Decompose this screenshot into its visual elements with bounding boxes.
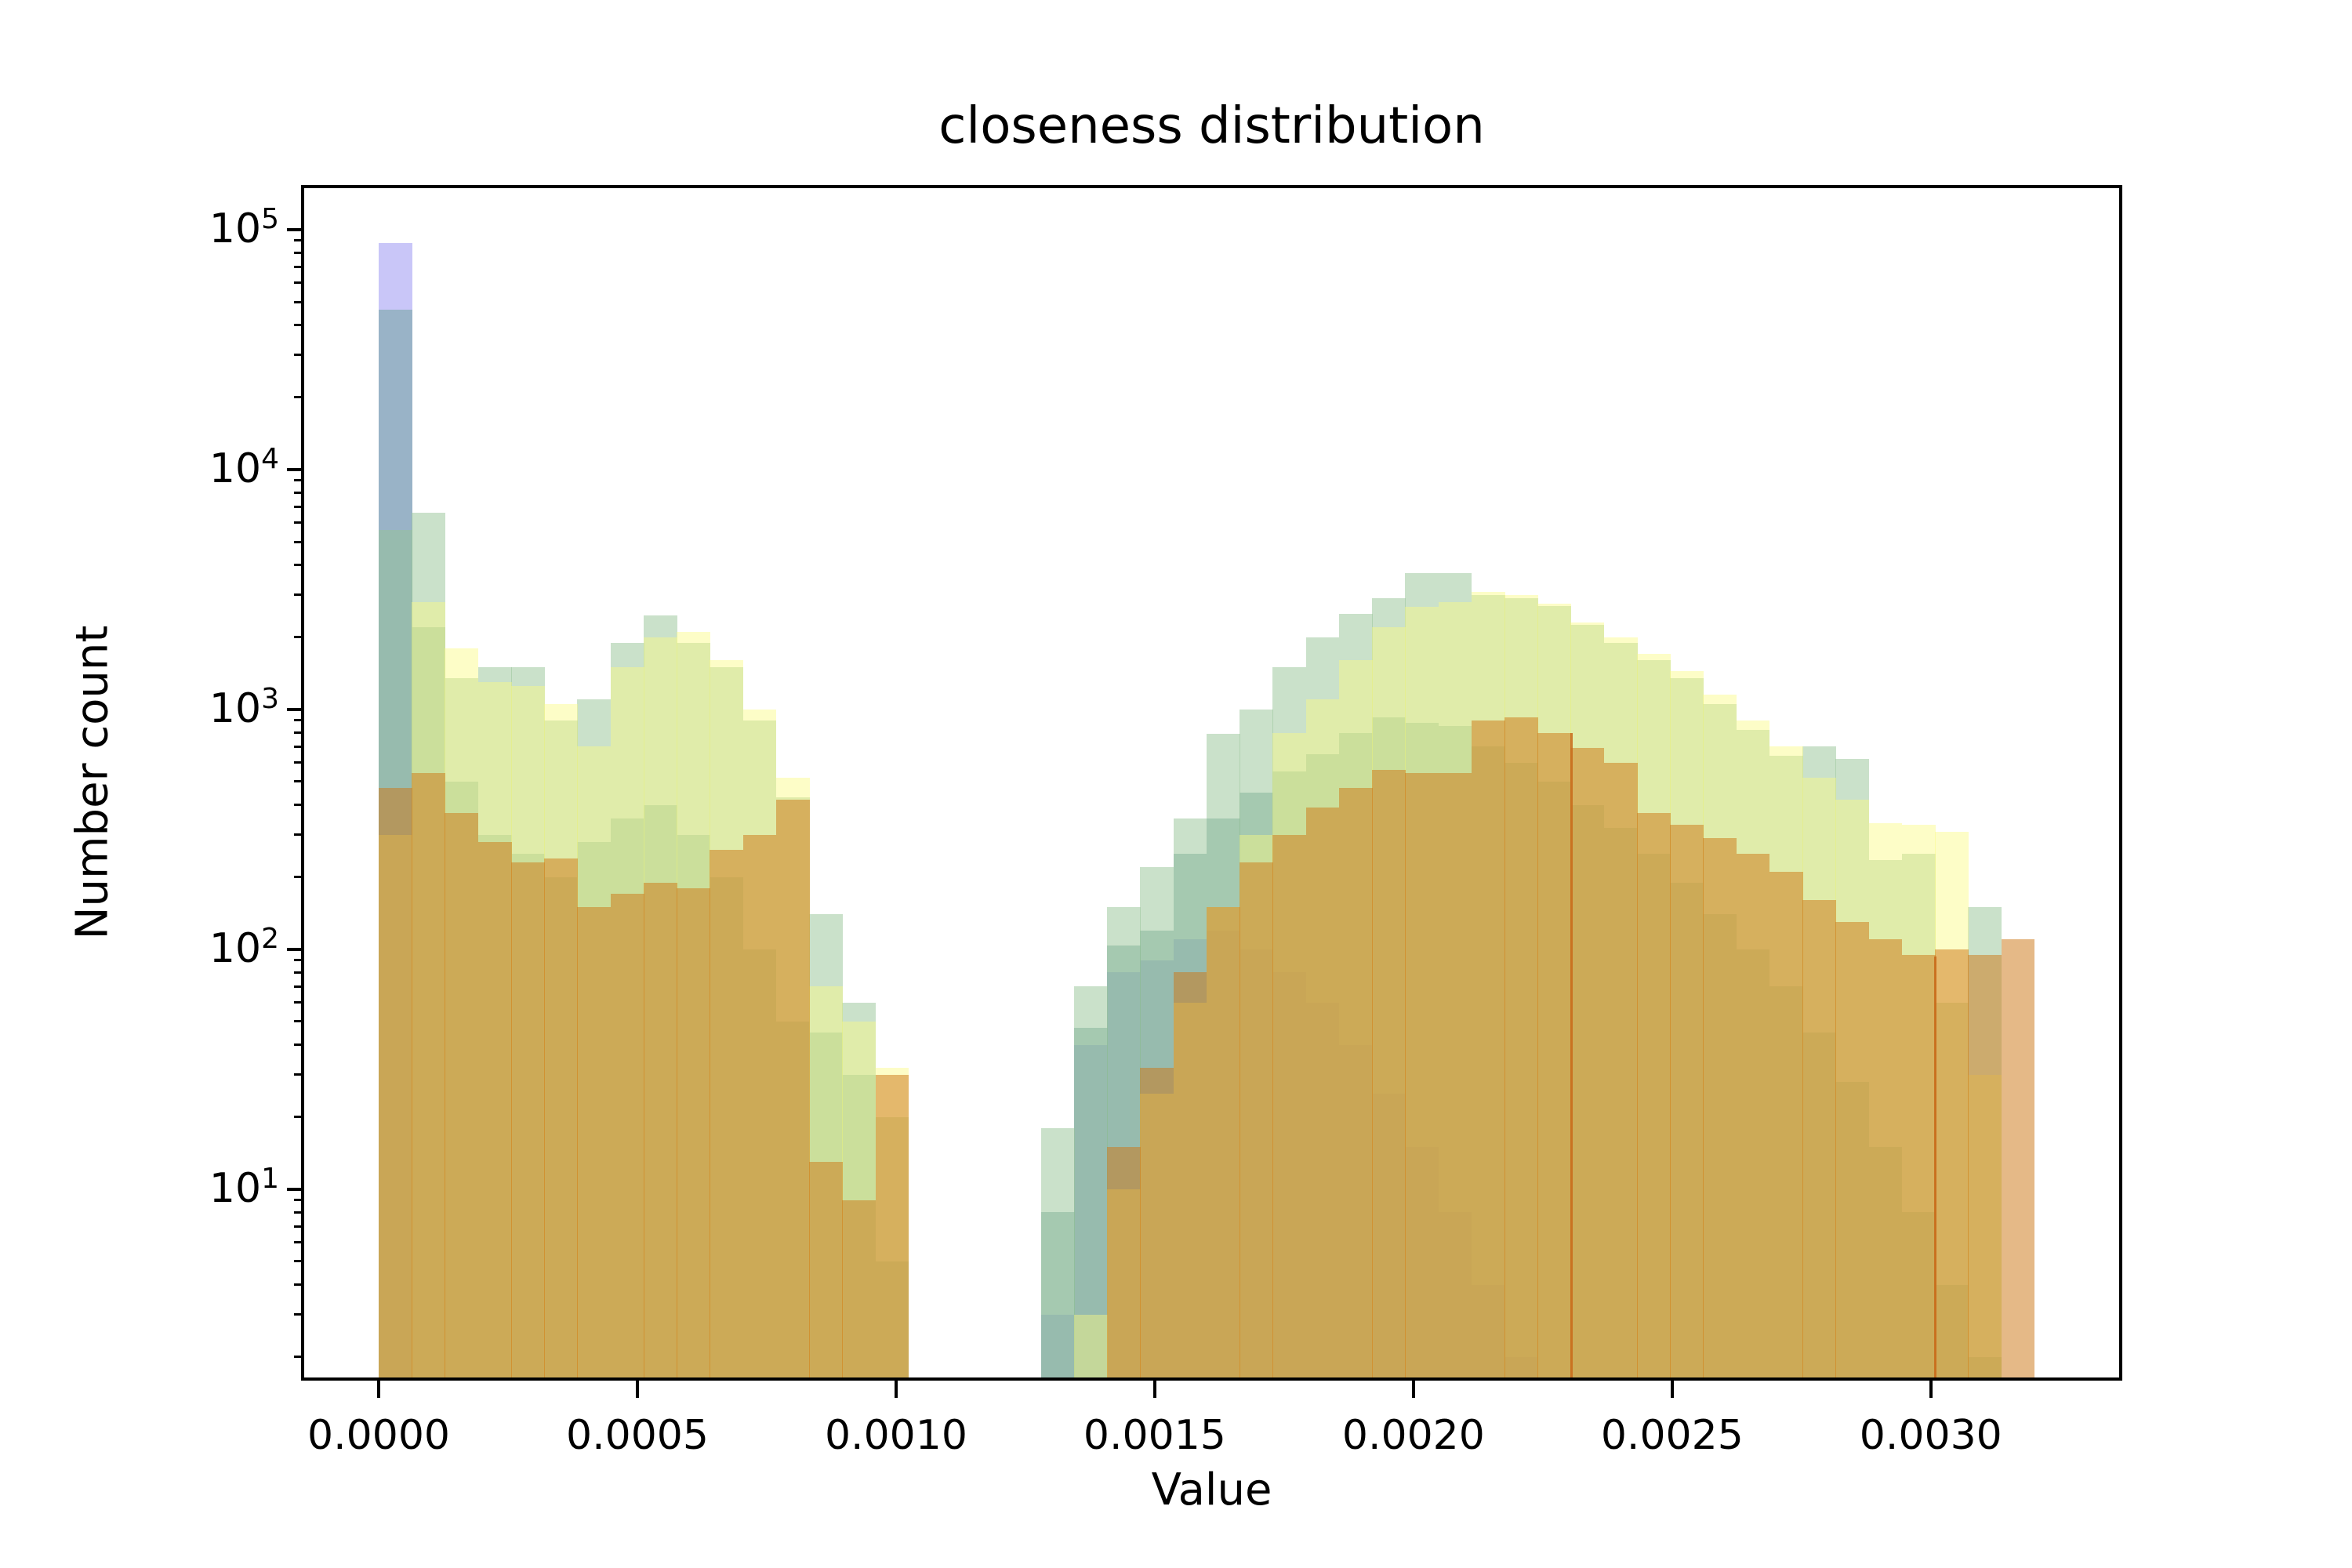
x-axis-label: Value [1151, 1465, 1272, 1515]
hist-bar-series-orange [1338, 788, 1373, 1377]
x-major-tick [1152, 1381, 1156, 1398]
hist-bar-series-orange [1968, 954, 2002, 1377]
hist-bar-series-orange [1703, 838, 1737, 1377]
hist-bar-series-orange [677, 887, 710, 1377]
hist-bar-series-orange [1438, 772, 1472, 1377]
x-tick-label: 0.0005 [566, 1412, 709, 1459]
hist-bar-series-orange [1736, 854, 1770, 1377]
hist-bar-series-orange [1471, 720, 1505, 1377]
hist-bar-series-orange [1173, 972, 1207, 1377]
y-tick-label: 102 [209, 922, 279, 972]
hist-bar-series-orange [1868, 939, 1903, 1377]
hist-bar-series-orange [379, 788, 412, 1377]
hist-bar-series-orange [1272, 834, 1307, 1377]
x-major-tick [1411, 1381, 1415, 1398]
hist-bar-series-orange [1570, 748, 1605, 1377]
y-tick-label: 104 [209, 442, 279, 493]
x-tick-label: 0.0010 [824, 1412, 967, 1459]
y-tick-label: 103 [209, 682, 279, 733]
hist-bar-series-orange [809, 1161, 843, 1377]
hist-bar-series-orange [1901, 954, 1936, 1377]
x-tick-label: 0.0025 [1600, 1412, 1744, 1459]
bar-edge-seam [1570, 732, 1573, 1377]
hist-bar-series-orange [1405, 772, 1439, 1377]
x-tick-label: 0.0015 [1083, 1412, 1226, 1459]
hist-bar-series-orange [412, 772, 446, 1377]
hist-bar-series-orange [1603, 762, 1638, 1377]
hist-bar-series-green [1073, 986, 1108, 1377]
hist-bar-series-orange [1107, 1146, 1142, 1377]
x-tick-label: 0.0000 [307, 1412, 450, 1459]
y-tick-label: 105 [209, 202, 279, 253]
hist-bar-series-orange [643, 882, 677, 1377]
hist-bar-series-orange [1504, 717, 1538, 1377]
hist-bar-series-orange [445, 812, 479, 1377]
y-axis-label: Number count [67, 625, 118, 940]
hist-bar-series-orange [1769, 872, 1803, 1377]
hist-bar-series-yellow [1073, 1314, 1108, 1377]
hist-bar-series-orange [1670, 825, 1704, 1377]
hist-bar-series-orange [742, 834, 777, 1377]
x-major-tick [894, 1381, 898, 1398]
hist-bar-series-orange [875, 1074, 909, 1377]
x-major-tick [1670, 1381, 1674, 1398]
bar-edge-seam [1933, 956, 1936, 1377]
y-tick-label: 101 [209, 1162, 279, 1212]
x-major-tick [1929, 1381, 1933, 1398]
hist-bar-series-orange [775, 800, 810, 1377]
hist-bar-series-orange [510, 862, 545, 1377]
hist-bar-series-orange [610, 894, 644, 1377]
hist-bar-series-orange [1140, 1068, 1174, 1377]
hist-bar-series-green [1040, 1127, 1075, 1377]
hist-bar-series-orange [1206, 906, 1240, 1377]
x-tick-label: 0.0030 [1859, 1412, 2002, 1459]
hist-bar-series-orange [842, 1200, 877, 1377]
x-major-tick [635, 1381, 639, 1398]
hist-bar-series-orange [1305, 807, 1340, 1377]
hist-bar-series-orange [1802, 900, 1836, 1377]
hist-bar-series-orange [2001, 939, 2035, 1377]
hist-bar-series-orange [710, 849, 744, 1377]
hist-bar-series-orange [1935, 949, 1969, 1377]
hist-bar-series-orange [1537, 732, 1572, 1377]
hist-bar-series-orange [577, 906, 612, 1377]
hist-bar-series-orange [1835, 921, 1870, 1377]
x-tick-label: 0.0020 [1341, 1412, 1485, 1459]
hist-bar-series-orange [1636, 812, 1671, 1377]
x-major-tick [377, 1381, 381, 1398]
hist-bar-series-orange [477, 842, 512, 1377]
plot-area [301, 185, 2122, 1381]
hist-bar-series-orange [544, 858, 579, 1377]
hist-bar-series-orange [1372, 769, 1406, 1377]
chart-title: closeness distribution [938, 97, 1485, 155]
hist-bar-series-orange [1240, 862, 1273, 1377]
